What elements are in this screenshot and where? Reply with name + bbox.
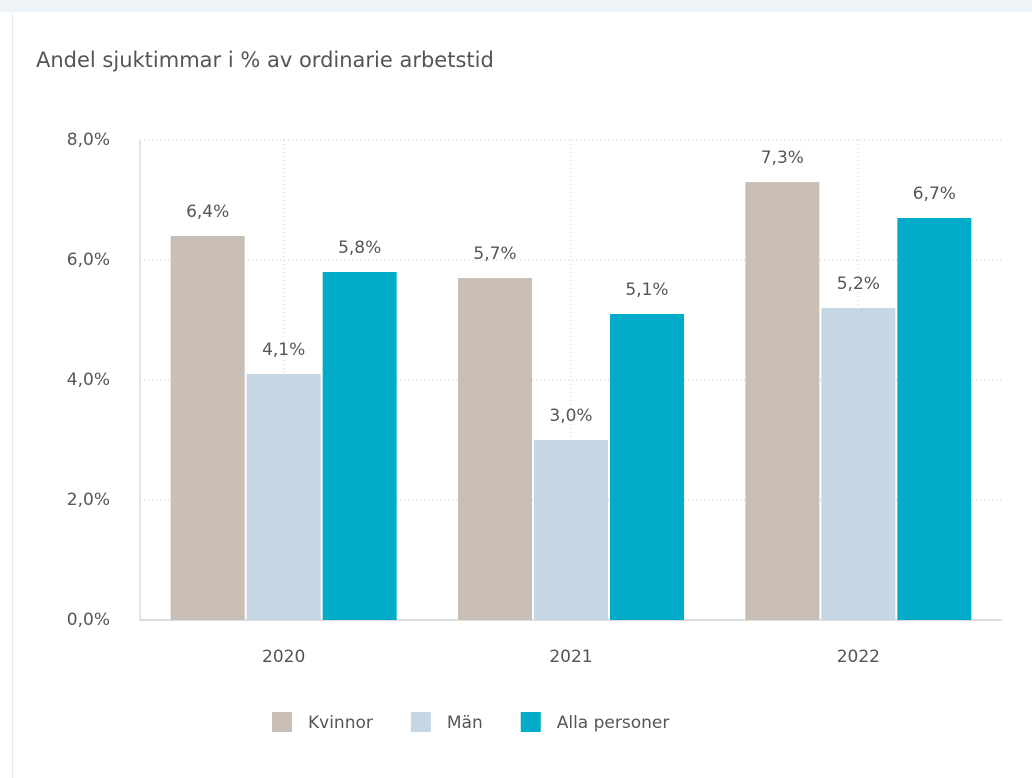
bar [458,278,532,620]
bar [897,218,972,620]
y-tick-label: 6,0% [67,250,110,270]
legend-swatch [272,712,292,732]
x-tick-label: 2021 [549,647,592,667]
legend-label: Män [447,713,483,733]
data-label: 3,0% [549,406,592,426]
bar [170,236,245,620]
data-label: 5,8% [338,238,381,258]
y-tick-label: 2,0% [67,490,110,510]
data-label: 4,1% [262,340,305,360]
x-tick-label: 2022 [837,647,880,667]
bar [821,308,896,620]
bar [534,440,608,620]
legend-label: Kvinnor [308,713,373,733]
legend-swatch [520,712,541,732]
y-tick-label: 4,0% [67,370,110,390]
legend-label: Alla personer [557,713,670,733]
bar [745,182,820,620]
top-strip [0,0,1032,12]
bar [610,314,684,620]
legend-swatch [410,712,431,732]
data-label: 5,1% [625,280,668,300]
y-tick-label: 0,0% [67,610,110,630]
data-label: 6,7% [913,184,956,204]
data-label: 6,4% [186,202,229,222]
bar [322,272,397,620]
chart-title: Andel sjuktimmar i % av ordinarie arbets… [36,48,494,72]
x-tick-label: 2020 [262,647,305,667]
bar [246,374,321,620]
y-tick-label: 8,0% [67,130,110,150]
data-label: 5,7% [473,244,516,264]
data-label: 7,3% [761,148,804,168]
data-label: 5,2% [837,274,880,294]
